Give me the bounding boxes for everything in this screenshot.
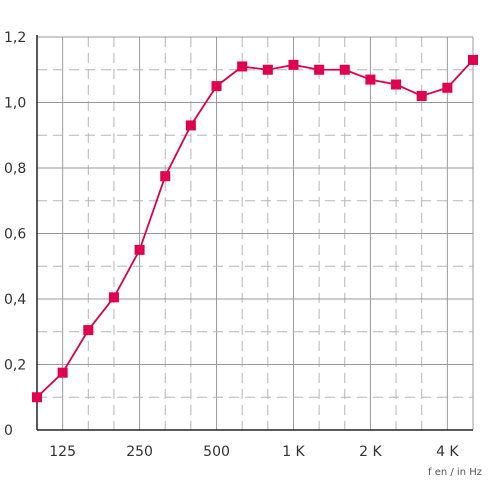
data-point (160, 171, 171, 182)
chart-grid (37, 36, 474, 430)
x-tick-label: 500 (203, 444, 230, 460)
data-point (262, 64, 273, 75)
data-point (339, 64, 350, 75)
x-tick-label: 1 K (282, 444, 305, 460)
data-point (108, 292, 119, 303)
data-point (134, 244, 145, 255)
data-point (442, 82, 453, 93)
x-axis-unit-label: f en / in Hz (428, 467, 482, 478)
chart-axes (36, 35, 473, 431)
y-tick-label: 0,4 (4, 292, 26, 308)
y-tick-label: 0,8 (4, 161, 26, 177)
data-point (468, 54, 478, 65)
data-point (211, 81, 222, 92)
data-point (288, 59, 299, 70)
series-line (36, 59, 474, 398)
y-tick-label: 1,2 (4, 30, 26, 46)
data-point (314, 64, 325, 75)
x-tick-label: 4 K (436, 444, 459, 460)
y-tick-label: 0 (4, 423, 13, 439)
y-tick-label: 0,2 (4, 358, 26, 374)
data-point (237, 61, 248, 72)
data-point (416, 90, 427, 101)
y-tick-label: 0,6 (4, 227, 26, 243)
y-tick-label: 1,0 (4, 96, 26, 112)
data-point (57, 367, 68, 378)
data-point (391, 79, 402, 90)
chart-series (32, 54, 478, 403)
data-point (32, 392, 42, 403)
x-tick-label: 250 (126, 444, 153, 460)
x-tick-label: 125 (49, 444, 76, 460)
data-point (83, 325, 94, 336)
data-point (185, 120, 196, 131)
x-tick-label: 2 K (359, 444, 382, 460)
data-point (365, 74, 376, 85)
chart-labels: 0 0,2 0,4 0,6 0,8 1,0 1,2 125 250 500 1 K 2 K 4 K (4, 30, 459, 460)
